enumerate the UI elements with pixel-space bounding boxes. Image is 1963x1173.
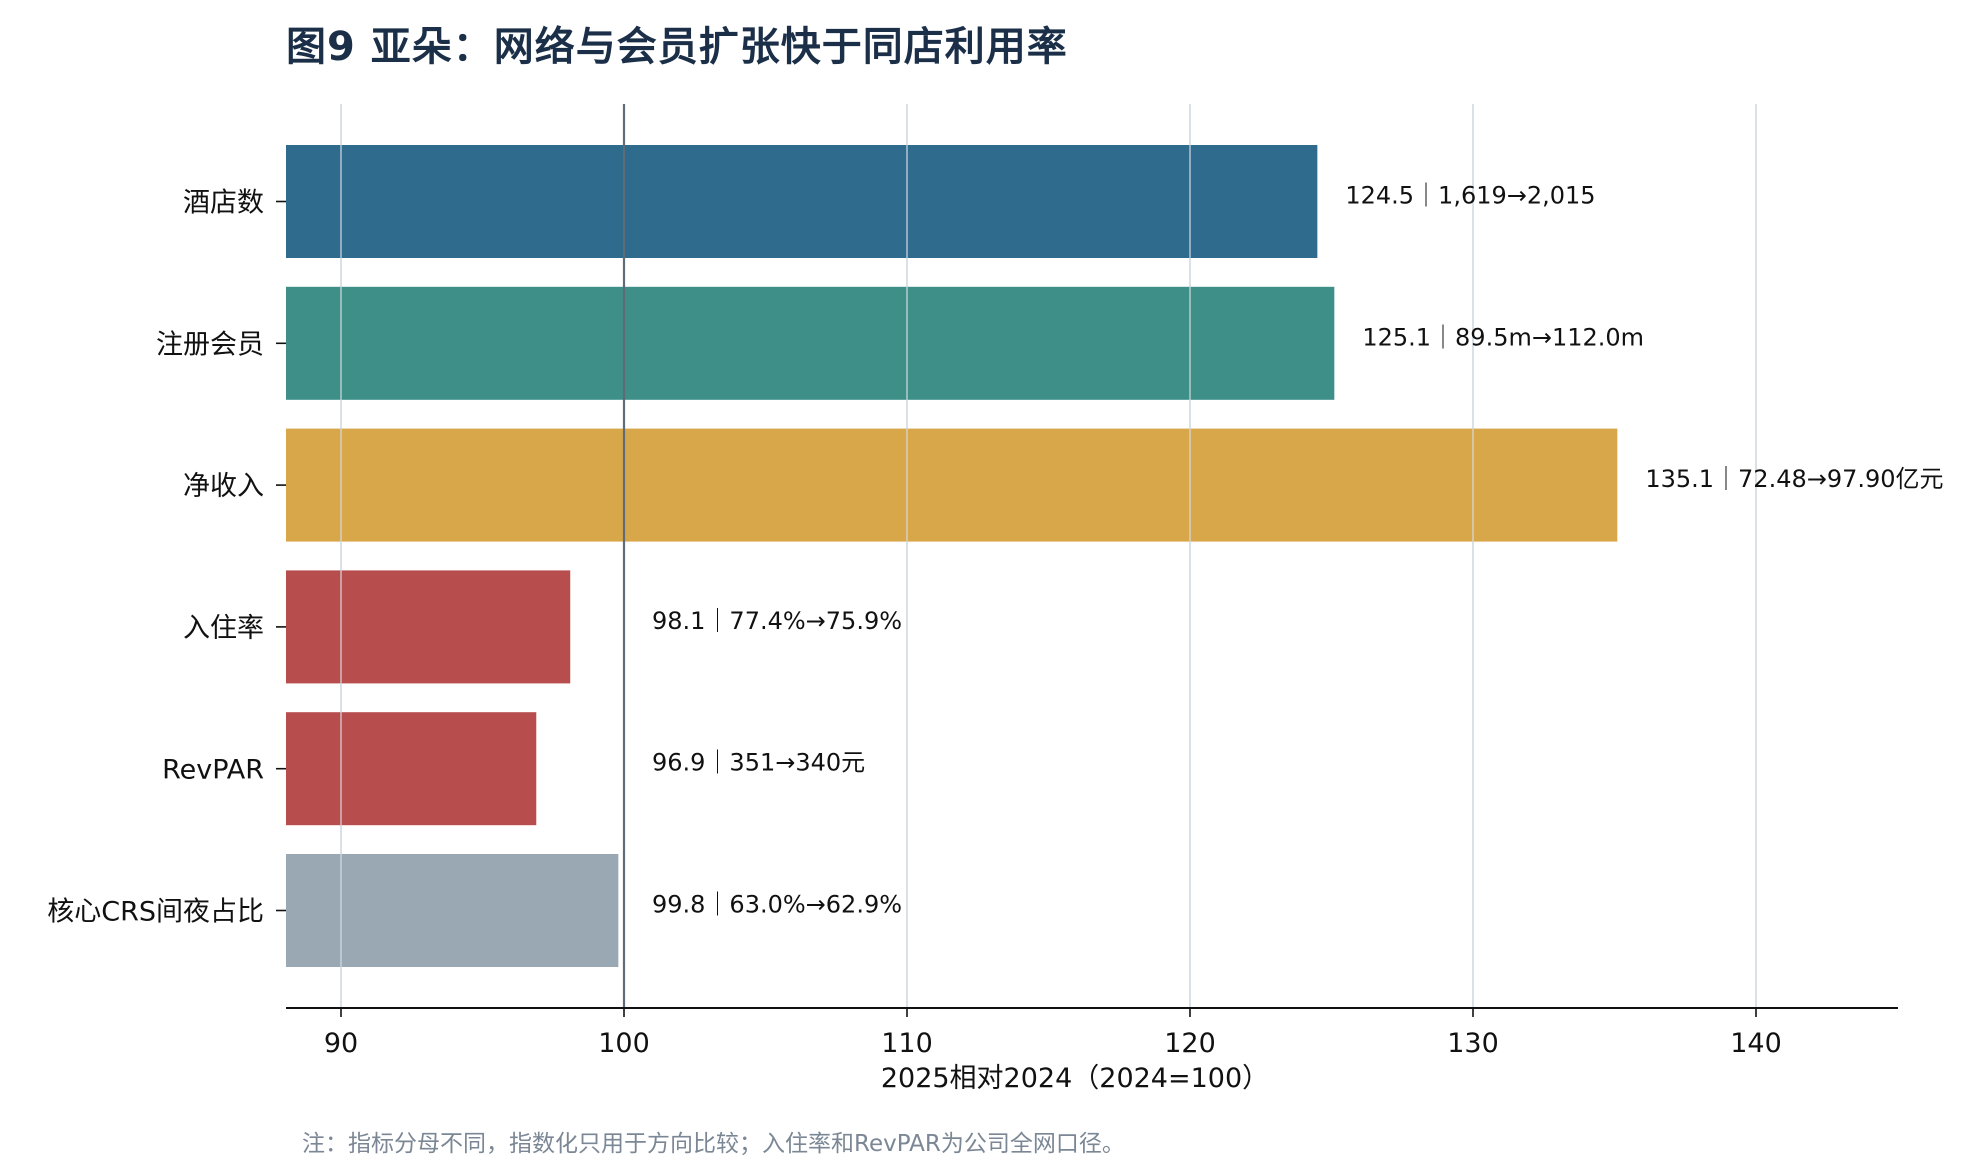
data-label-4: 96.9｜351→340元 — [652, 749, 865, 777]
y-tick-label-2: 净收入 — [183, 471, 264, 502]
x-tick-label-120: 120 — [1164, 1028, 1216, 1059]
bar-5 — [286, 854, 619, 967]
y-tick-label-3: 入住率 — [183, 613, 264, 644]
data-label-0: 124.5｜1,619→2,015 — [1345, 182, 1595, 210]
bars — [286, 145, 1618, 967]
x-tick-label-130: 130 — [1447, 1028, 1499, 1059]
chart-note: 注：指标分母不同，指数化只用于方向比较；入住率和RevPAR为公司全网口径。 — [302, 1131, 1125, 1157]
bar-3 — [286, 570, 571, 684]
x-tick-label-100: 100 — [598, 1028, 650, 1059]
chart-title: 图9 亚朵：网络与会员扩张快于同店利用率 — [286, 24, 1068, 70]
bar-1 — [286, 286, 1335, 400]
bar-2 — [286, 428, 1618, 542]
x-tick-label-110: 110 — [881, 1028, 933, 1059]
x-tick-label-140: 140 — [1730, 1028, 1782, 1059]
bar-0 — [286, 145, 1318, 258]
data-label-5: 99.8｜63.0%→62.9% — [652, 891, 902, 919]
x-tick-label-90: 90 — [324, 1028, 358, 1059]
y-tick-label-5: 核心CRS间夜占比 — [47, 897, 264, 928]
x-axis-label: 2025相对2024（2024=100） — [881, 1063, 1269, 1094]
y-tick-label-1: 注册会员 — [156, 329, 264, 360]
data-label-3: 98.1｜77.4%→75.9% — [652, 607, 902, 635]
bar-4 — [286, 712, 537, 826]
y-tick-label-4: RevPAR — [162, 755, 264, 786]
y-tick-label-0: 酒店数 — [183, 188, 264, 219]
data-label-1: 125.1｜89.5m→112.0m — [1362, 323, 1644, 351]
data-label-2: 135.1｜72.48→97.90亿元 — [1645, 465, 1943, 493]
data-labels: 124.5｜1,619→2,015 125.1｜89.5m→112.0m 135.1… — [652, 182, 1944, 919]
